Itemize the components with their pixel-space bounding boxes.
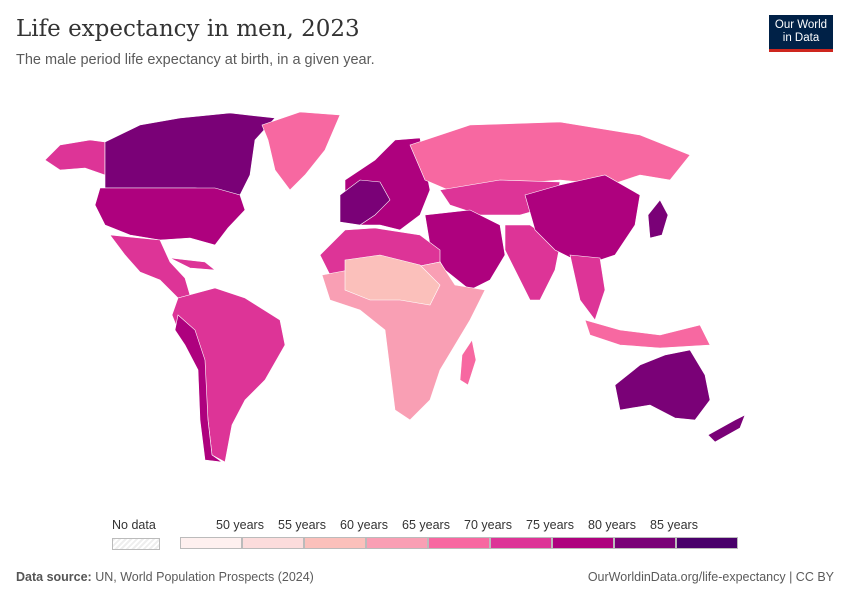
region-indonesia[interactable]: [584, 319, 711, 349]
source-text: UN, World Population Prospects (2024): [95, 570, 314, 584]
legend-bin-8[interactable]: [676, 537, 738, 549]
legend-tick-label: 80 years: [588, 518, 636, 532]
region-usa[interactable]: [94, 187, 246, 246]
region-china[interactable]: [524, 174, 641, 266]
legend-bin-7[interactable]: [614, 537, 676, 549]
region-africa[interactable]: [321, 261, 486, 421]
legend-bin-2[interactable]: [304, 537, 366, 549]
legend-tick-label: 60 years: [340, 518, 388, 532]
region-alaska[interactable]: [44, 139, 106, 176]
region-greenland[interactable]: [261, 111, 341, 191]
legend-bin-5[interactable]: [490, 537, 552, 549]
legend-no-data-label: No data: [112, 518, 156, 532]
footer-link[interactable]: OurWorldinData.org/life-expectancy | CC …: [587, 570, 834, 584]
legend-tick-label: 75 years: [526, 518, 574, 532]
legend-bin-1[interactable]: [242, 537, 304, 549]
legend-bin-3[interactable]: [366, 537, 428, 549]
owid-logo[interactable]: Our World in Data: [769, 15, 833, 52]
legend-tick-label: 85 years: [650, 518, 698, 532]
region-madagascar[interactable]: [459, 339, 477, 386]
region-canada[interactable]: [104, 112, 276, 196]
legend-no-data-swatch: [112, 538, 160, 550]
source-label: Data source:: [16, 570, 92, 584]
region-sahel[interactable]: [344, 254, 441, 306]
region-japan[interactable]: [647, 199, 669, 239]
region-southeast-asia[interactable]: [569, 254, 606, 321]
region-caribbean[interactable]: [169, 257, 216, 271]
chart-title: Life expectancy in men, 2023: [16, 16, 360, 42]
region-western-europe[interactable]: [339, 179, 391, 226]
legend-bin-0[interactable]: [180, 537, 242, 549]
legend-tick-label: 65 years: [402, 518, 450, 532]
legend-bin-4[interactable]: [428, 537, 490, 549]
region-mexico-central-america[interactable]: [109, 234, 191, 299]
region-south-america[interactable]: [171, 287, 286, 463]
legend-bin-6[interactable]: [552, 537, 614, 549]
world-map[interactable]: [0, 100, 850, 470]
legend-tick-label: 50 years: [216, 518, 264, 532]
region-new-zealand[interactable]: [707, 414, 746, 443]
legend-tick-label: 70 years: [464, 518, 512, 532]
chart-subtitle: The male period life expectancy at birth…: [16, 52, 375, 68]
data-source: Data source: UN, World Population Prospe…: [16, 570, 314, 584]
region-peru-chile[interactable]: [174, 314, 223, 463]
region-australia[interactable]: [614, 349, 711, 421]
legend-tick-label: 55 years: [278, 518, 326, 532]
